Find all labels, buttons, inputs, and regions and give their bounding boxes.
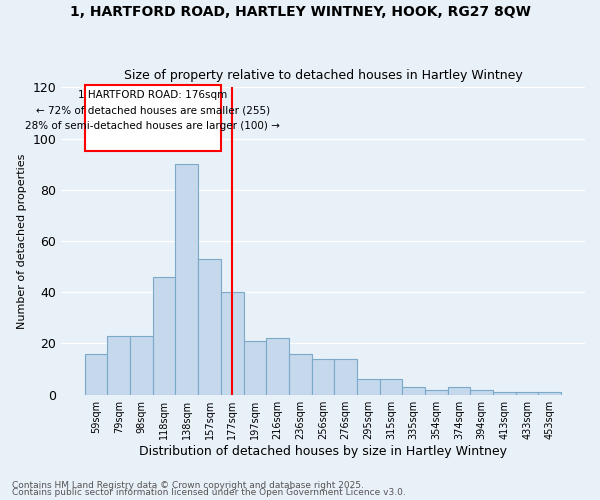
Text: 28% of semi-detached houses are larger (100) →: 28% of semi-detached houses are larger (… — [25, 120, 280, 130]
Bar — [107, 336, 130, 394]
X-axis label: Distribution of detached houses by size in Hartley Wintney: Distribution of detached houses by size … — [139, 444, 507, 458]
Text: 1 HARTFORD ROAD: 176sqm: 1 HARTFORD ROAD: 176sqm — [78, 90, 227, 100]
Text: ← 72% of detached houses are smaller (255): ← 72% of detached houses are smaller (25… — [36, 106, 270, 116]
Bar — [470, 390, 493, 394]
Bar — [538, 392, 561, 394]
Text: 1, HARTFORD ROAD, HARTLEY WINTNEY, HOOK, RG27 8QW: 1, HARTFORD ROAD, HARTLEY WINTNEY, HOOK,… — [70, 5, 530, 19]
Text: Contains HM Land Registry data © Crown copyright and database right 2025.: Contains HM Land Registry data © Crown c… — [12, 480, 364, 490]
Title: Size of property relative to detached houses in Hartley Wintney: Size of property relative to detached ho… — [124, 69, 523, 82]
Bar — [85, 354, 107, 395]
Bar — [425, 390, 448, 394]
Bar — [380, 380, 403, 394]
Bar — [175, 164, 198, 394]
Bar — [198, 259, 221, 394]
Bar — [130, 336, 153, 394]
Bar — [357, 380, 380, 394]
Bar — [85, 85, 221, 152]
Bar — [403, 387, 425, 394]
Bar — [448, 387, 470, 394]
Bar — [153, 277, 175, 394]
Bar — [493, 392, 516, 394]
Bar — [311, 359, 334, 394]
Bar — [334, 359, 357, 394]
Bar — [266, 338, 289, 394]
Bar — [221, 292, 244, 394]
Text: Contains public sector information licensed under the Open Government Licence v3: Contains public sector information licen… — [12, 488, 406, 497]
Y-axis label: Number of detached properties: Number of detached properties — [17, 154, 26, 328]
Bar — [289, 354, 311, 395]
Bar — [244, 341, 266, 394]
Bar — [516, 392, 538, 394]
